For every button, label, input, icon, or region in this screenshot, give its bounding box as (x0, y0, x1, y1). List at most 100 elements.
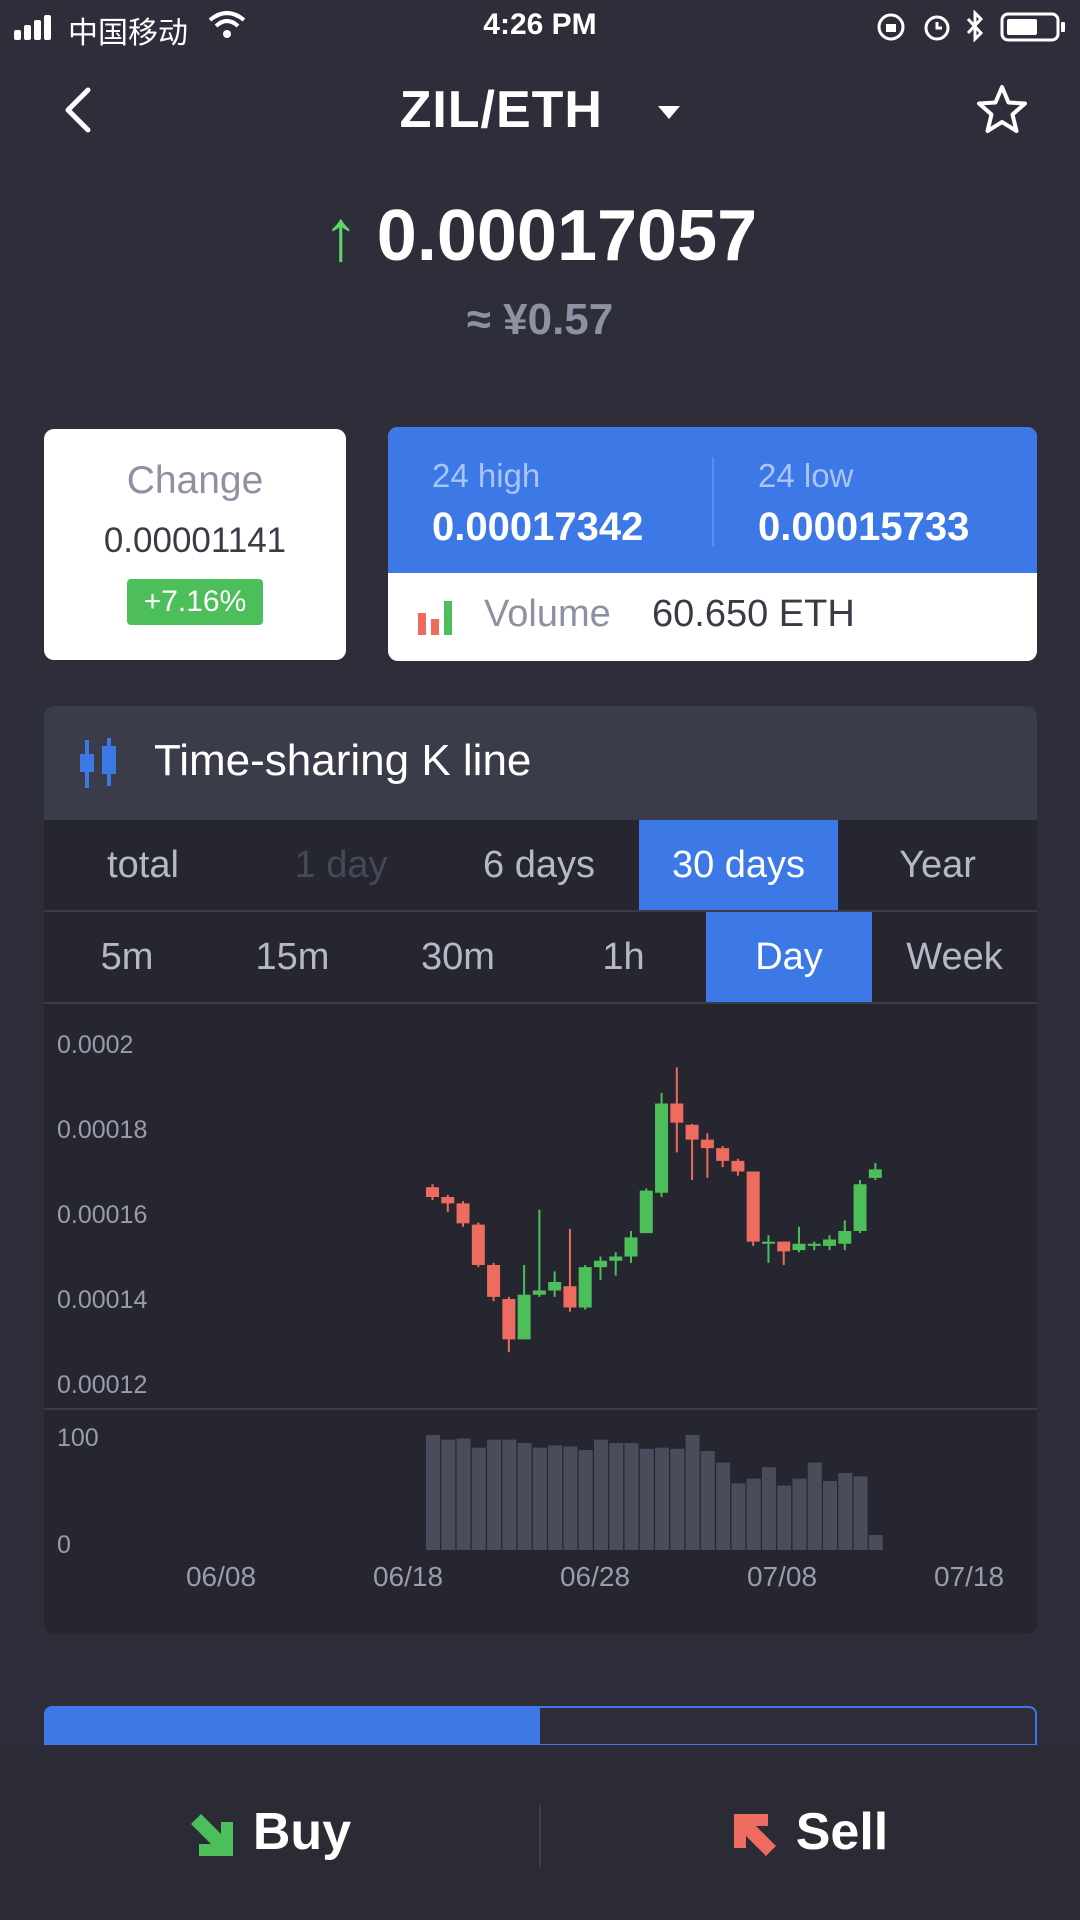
chart-divider (44, 1408, 1037, 1410)
candle (609, 1252, 623, 1276)
candle (441, 1194, 455, 1212)
volume-chart[interactable]: 100 0 06/08 06/18 06/28 07/08 07/18 (44, 1410, 1037, 1610)
pair-name: ZIL/ETH (399, 81, 603, 139)
candlestick-chart[interactable]: 0.0002 0.00018 0.00016 0.00014 0.00012 (44, 1004, 1037, 1404)
tab-15m[interactable]: 15m (255, 936, 330, 978)
high-low-panel: 24 high 0.00017342 24 low 0.00015733 (388, 427, 1037, 573)
volume-bar (670, 1448, 685, 1550)
back-arrow-icon[interactable] (58, 84, 98, 136)
volume-label: Volume (484, 593, 611, 635)
volume-bar (456, 1438, 471, 1550)
tab-30-days[interactable]: 30 days (639, 820, 838, 910)
volume-bar (487, 1439, 502, 1550)
range-tabs: total 1 day 6 days 30 days Year (44, 820, 1037, 910)
tab-1-day[interactable]: 1 day (294, 844, 388, 886)
volume-bar (639, 1448, 654, 1550)
x-tick-label: 07/08 (747, 1561, 817, 1592)
candle (593, 1256, 607, 1280)
candle-body (563, 1286, 577, 1308)
candle (746, 1171, 760, 1246)
kline-title: Time-sharing K line (154, 736, 532, 785)
pair-title[interactable]: ZIL/ETH (0, 80, 1080, 140)
candle (655, 1092, 669, 1197)
volume-y-tick: 100 (57, 1424, 99, 1452)
tab-week[interactable]: Week (906, 936, 1003, 978)
candle-body (868, 1169, 882, 1178)
price-up-arrow-icon: ↑ (322, 196, 359, 276)
candle (548, 1271, 562, 1297)
wifi-icon (208, 11, 246, 38)
volume-bar (761, 1467, 776, 1550)
candle-body (670, 1103, 684, 1123)
sell-button[interactable]: Sell (540, 1745, 1080, 1920)
status-time: 4:26 PM (483, 8, 597, 41)
tab-recent-trades[interactable] (539, 1706, 1037, 1746)
low-label: 24 low (758, 457, 854, 494)
candle-body (746, 1171, 760, 1242)
candle-body (655, 1103, 669, 1193)
chevron-down-icon[interactable] (658, 106, 681, 120)
candle (838, 1220, 852, 1251)
candle-body (426, 1187, 439, 1197)
volume-bar (426, 1435, 440, 1550)
change-percent-badge: +7.16% (127, 579, 263, 625)
interval-tabs: 5m 15m 30m 1h Day Week (44, 912, 1037, 1002)
tab-total[interactable]: total (107, 844, 179, 886)
alarm-icon (924, 15, 950, 41)
price-cny: ≈ ¥0.57 (466, 295, 614, 344)
tab-divider (44, 910, 1037, 912)
battery-icon (1000, 12, 1065, 42)
tab-6-days[interactable]: 6 days (483, 844, 595, 886)
volume-bar (563, 1446, 578, 1550)
candle-body (487, 1265, 501, 1297)
y-tick-label: 0.00014 (57, 1286, 147, 1314)
candle (487, 1262, 501, 1302)
candle-body (761, 1241, 775, 1244)
x-tick-label: 06/28 (560, 1561, 630, 1592)
tab-5m[interactable]: 5m (100, 936, 154, 978)
candle (792, 1226, 806, 1253)
candle-body (838, 1231, 852, 1244)
candle-body (685, 1124, 699, 1140)
volume-bar (868, 1535, 883, 1550)
candle (624, 1231, 638, 1263)
candle-body (502, 1299, 516, 1340)
candle (670, 1067, 684, 1153)
volume-bar (624, 1443, 639, 1550)
volume-bar (700, 1451, 715, 1550)
last-price: ↑ 0.00017057 (0, 195, 1080, 277)
x-tick-label: 06/08 (186, 1561, 256, 1592)
volume-bar (746, 1478, 761, 1550)
candle (700, 1133, 714, 1178)
volume-bar (609, 1443, 624, 1550)
volume-bar (471, 1447, 486, 1550)
volume-bar (578, 1449, 593, 1550)
candle-body (823, 1239, 837, 1246)
volume-value: 60.650 ETH (652, 593, 855, 635)
candle-body (456, 1203, 470, 1224)
y-tick-label: 0.00018 (57, 1116, 147, 1144)
candle (426, 1184, 439, 1200)
candle-body (441, 1197, 455, 1204)
volume-bar (838, 1472, 853, 1550)
candle (471, 1222, 485, 1268)
tab-day[interactable]: Day (706, 912, 872, 1002)
volume-bar (777, 1485, 792, 1550)
tab-year[interactable]: Year (899, 844, 976, 886)
tab-1h[interactable]: 1h (602, 936, 645, 978)
candle-body (777, 1241, 791, 1252)
bottom-divider (539, 1805, 541, 1867)
star-icon[interactable] (976, 84, 1028, 136)
candle (807, 1241, 821, 1251)
candle-body (731, 1160, 745, 1172)
y-tick-label: 0.00016 (57, 1201, 147, 1229)
buy-button[interactable]: Buy (0, 1745, 540, 1920)
volume-bar (517, 1443, 532, 1550)
tab-active-orders[interactable] (44, 1706, 540, 1746)
candle (731, 1158, 745, 1176)
volume-bar (792, 1478, 807, 1550)
candle-body (639, 1190, 653, 1234)
volume-bar (685, 1435, 700, 1550)
buy-arrow-icon (190, 1814, 233, 1857)
tab-30m[interactable]: 30m (421, 936, 495, 978)
